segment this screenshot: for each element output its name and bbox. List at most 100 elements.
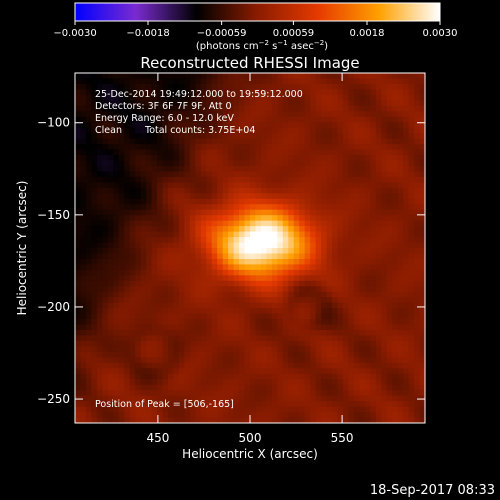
heatmap-cell — [408, 313, 415, 320]
heatmap-cell — [75, 264, 82, 271]
heatmap-cell — [211, 187, 218, 194]
heatmap-cell — [310, 220, 317, 227]
heatmap-cell — [403, 237, 410, 244]
heatmap-cell — [200, 390, 207, 397]
heatmap-cell — [118, 269, 125, 276]
heatmap-cell — [375, 379, 382, 386]
heatmap-cell — [321, 187, 328, 194]
heatmap-cell — [255, 78, 262, 85]
heatmap-cell — [85, 237, 93, 244]
heatmap-cell — [96, 231, 103, 238]
heatmap-cell — [195, 368, 202, 375]
heatmap-cell — [140, 417, 147, 423]
heatmap-cell — [228, 171, 235, 178]
heatmap-cell — [151, 395, 158, 402]
heatmap-cell — [277, 258, 284, 266]
heatmap-cell — [184, 351, 191, 358]
heatmap-cell — [337, 269, 344, 276]
heatmap-cell — [293, 319, 300, 326]
heatmap-cell — [244, 73, 251, 80]
heatmap-cell — [113, 138, 120, 145]
heatmap-cell — [189, 144, 196, 151]
heatmap-cell — [397, 83, 404, 91]
heatmap-cell — [244, 302, 251, 309]
heatmap-cell — [195, 346, 202, 353]
heatmap-cell — [162, 116, 169, 123]
heatmap-cell — [217, 264, 224, 271]
heatmap-cell — [364, 368, 371, 375]
heatmap-cell — [337, 237, 344, 244]
heatmap-cell — [162, 417, 169, 423]
heatmap-cell — [239, 78, 246, 85]
heatmap-cell — [293, 368, 300, 375]
heatmap-cell — [146, 171, 153, 178]
heatmap-cell — [397, 144, 404, 151]
heatmap-cell — [293, 401, 300, 408]
heatmap-cell — [342, 89, 350, 96]
heatmap-cell — [200, 78, 207, 85]
heatmap-cell — [239, 401, 246, 408]
heatmap-cell — [304, 302, 311, 309]
heatmap-cell — [250, 94, 257, 101]
heatmap-cell — [304, 242, 311, 249]
heatmap-cell — [250, 116, 257, 123]
heatmap-cell — [353, 171, 360, 178]
heatmap-cell — [321, 155, 328, 162]
heatmap-cell — [96, 171, 103, 178]
heatmap-cell — [381, 165, 388, 173]
heatmap-cell — [277, 373, 284, 380]
heatmap-cell — [135, 204, 142, 211]
heatmap-cell — [211, 165, 218, 173]
heatmap-cell — [364, 144, 371, 151]
heatmap-cell — [75, 335, 82, 342]
heatmap-cell — [359, 83, 366, 91]
heatmap-cell — [228, 351, 235, 358]
heatmap-cell — [173, 220, 180, 227]
heatmap-cell — [151, 193, 158, 200]
heatmap-cell — [113, 264, 120, 271]
heatmap-cell — [266, 133, 273, 140]
heatmap-cell — [124, 406, 131, 413]
heatmap-cell — [135, 171, 142, 178]
heatmap-cell — [260, 351, 268, 358]
heatmap-cell — [310, 253, 317, 260]
heatmap-cell — [370, 291, 377, 298]
heatmap-cell — [359, 297, 366, 304]
heatmap-cell — [304, 138, 311, 145]
heatmap-cell — [107, 122, 114, 129]
heatmap-cell — [255, 176, 262, 183]
heatmap-cell — [321, 100, 328, 107]
heatmap-cell — [91, 116, 98, 123]
heatmap-cell — [80, 412, 87, 419]
heatmap-cell — [91, 384, 98, 391]
heatmap-cell — [315, 248, 322, 255]
heatmap-cell — [146, 390, 153, 397]
heatmap-cell — [282, 308, 289, 315]
heatmap-cell — [118, 308, 125, 315]
heatmap-cell — [206, 275, 213, 282]
heatmap-cell — [75, 242, 82, 249]
heatmap-cell — [222, 330, 229, 337]
heatmap-cell — [211, 417, 218, 423]
heatmap-cell — [113, 220, 120, 227]
heatmap-cell — [135, 269, 142, 276]
heatmap-cell — [250, 308, 257, 315]
heatmap-cell — [370, 160, 377, 167]
heatmap-cell — [332, 346, 339, 353]
heatmap-cell — [381, 390, 388, 397]
heatmap-cell — [353, 182, 360, 189]
heatmap-cell — [217, 324, 224, 331]
heatmap-cell — [135, 406, 142, 413]
heatmap-cell — [266, 193, 273, 200]
heatmap-cell — [392, 155, 399, 162]
heatmap-cell — [310, 242, 317, 249]
heatmap-cell — [348, 286, 355, 293]
heatmap-cell — [332, 73, 339, 80]
heatmap-cell — [299, 253, 306, 260]
heatmap-cell — [304, 313, 311, 320]
heatmap-cell — [233, 258, 240, 266]
heatmap-cell — [282, 362, 289, 369]
heatmap-cell — [228, 340, 235, 348]
heatmap-cell — [310, 116, 317, 123]
heatmap-cell — [381, 248, 388, 255]
